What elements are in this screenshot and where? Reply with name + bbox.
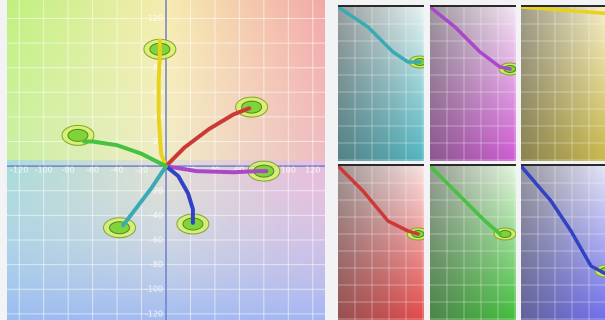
panel-shade (338, 166, 424, 320)
x-tick-label: 100 (281, 166, 296, 175)
x-tick-label: 120 (305, 166, 320, 175)
panel-yellow-svg (521, 7, 605, 161)
y-tick-label: -100 (145, 285, 163, 294)
panel-shade (430, 7, 516, 161)
x-tick-label: -60 (86, 166, 99, 175)
panel-trajectory-line (430, 7, 512, 71)
panel-cyan-svg (338, 7, 424, 161)
x-tick-label: -80 (62, 166, 75, 175)
panel-shade (521, 7, 605, 161)
y-tick-label: 20 (153, 137, 163, 146)
main-plot-svg: -120-100-80-60-40-2020406080100120140120… (7, 0, 325, 320)
panel-magenta-svg (430, 7, 516, 161)
trajectory-line (121, 164, 168, 228)
panel-magenta (430, 5, 516, 161)
trajectory-line (164, 164, 269, 175)
panel-trajectory-line (338, 166, 420, 236)
panel-red-svg (338, 166, 424, 320)
y-tick-label: -20 (150, 186, 163, 195)
y-tick-label: -80 (150, 260, 163, 269)
panel-shade (338, 7, 424, 161)
panel-trajectory-line (430, 166, 502, 236)
y-tick-label: -120 (145, 309, 163, 318)
trajectory-line (82, 139, 168, 169)
x-tick-label: -20 (135, 166, 148, 175)
panel-blue (521, 164, 605, 320)
x-tick-label: -120 (10, 166, 28, 175)
panel-trajectory-line (338, 7, 422, 64)
main-plot: -120-100-80-60-40-2020406080100120140120… (7, 0, 325, 320)
trajectory-line (156, 38, 168, 169)
panel-yellow (521, 5, 605, 161)
panel-green (430, 164, 516, 320)
target-ellipse-inner (67, 128, 89, 142)
trajectory-line (164, 106, 252, 169)
panel-trajectory-line (521, 7, 605, 16)
panel-red (338, 164, 424, 320)
y-tick-label: -40 (150, 211, 163, 220)
y-tick-label: 120 (148, 14, 163, 23)
y-tick-label: -60 (150, 236, 163, 245)
panel-shade (430, 166, 516, 320)
panel-cyan (338, 5, 424, 161)
panel-blue-svg (521, 166, 605, 320)
panel-shade (521, 166, 605, 320)
x-tick-label: -100 (35, 166, 53, 175)
x-tick-label: -40 (111, 166, 124, 175)
panel-green-svg (430, 166, 516, 320)
trajectory-line (164, 164, 195, 225)
panel-trajectory-line (521, 166, 605, 276)
